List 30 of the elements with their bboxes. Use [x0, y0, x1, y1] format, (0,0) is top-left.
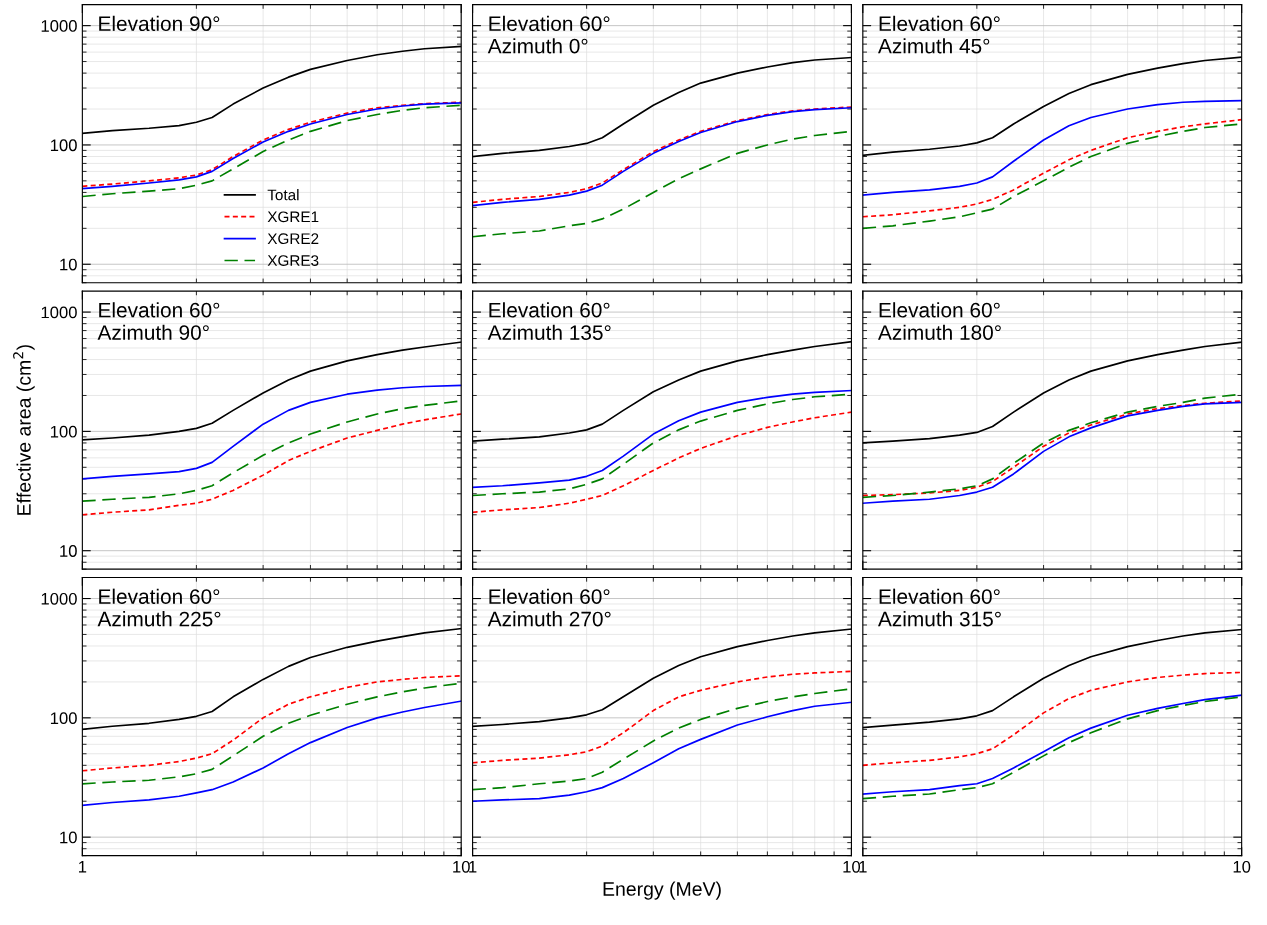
- annotation: Elevation 60° Azimuth 225°: [97, 588, 221, 627]
- y-tick-label: 1000: [41, 592, 77, 605]
- y-tick-label: 1000: [41, 306, 77, 319]
- annotation: Elevation 60° Azimuth 135°: [487, 302, 611, 340]
- x-tick-label: 1: [469, 861, 477, 873]
- legend-label: XGRE3: [267, 255, 319, 266]
- y-tick-label: 100: [50, 139, 77, 152]
- y-tick-label: 10: [60, 831, 77, 844]
- y-tick-label: 100: [50, 425, 77, 438]
- x-tick-label: 10: [453, 860, 470, 873]
- annotation: Elevation 90°: [99, 15, 220, 32]
- annotation: Elevation 60° Azimuth 45°: [878, 15, 1000, 54]
- annotation: Elevation 60° Azimuth 270°: [487, 588, 611, 627]
- x-tick-label: 1: [859, 861, 867, 873]
- y-tick-label: 1000: [41, 20, 77, 32]
- x-tick-label: 1: [78, 861, 87, 873]
- annotation: Elevation 60° Azimuth 0°: [487, 15, 610, 54]
- annotation: Elevation 60° Azimuth 90°: [97, 302, 220, 340]
- legend-label: Total: [267, 189, 299, 201]
- x-axis-title: Energy (MeV): [603, 881, 721, 900]
- y-tick-label: 10: [60, 258, 77, 271]
- y-axis-title: Effective area (cm$^{2}$): [13, 345, 35, 515]
- x-tick-label: 10: [1233, 860, 1251, 873]
- annotation: Elevation 60° Azimuth 315°: [878, 588, 1001, 627]
- y-tick-label: 10: [60, 545, 77, 557]
- x-tick-label: 10: [843, 860, 861, 873]
- annotation: Elevation 60° Azimuth 180°: [878, 302, 1001, 340]
- y-tick-label: 100: [50, 712, 77, 725]
- legend-label: XGRE1: [267, 211, 319, 223]
- legend-label: XGRE2: [267, 233, 319, 245]
